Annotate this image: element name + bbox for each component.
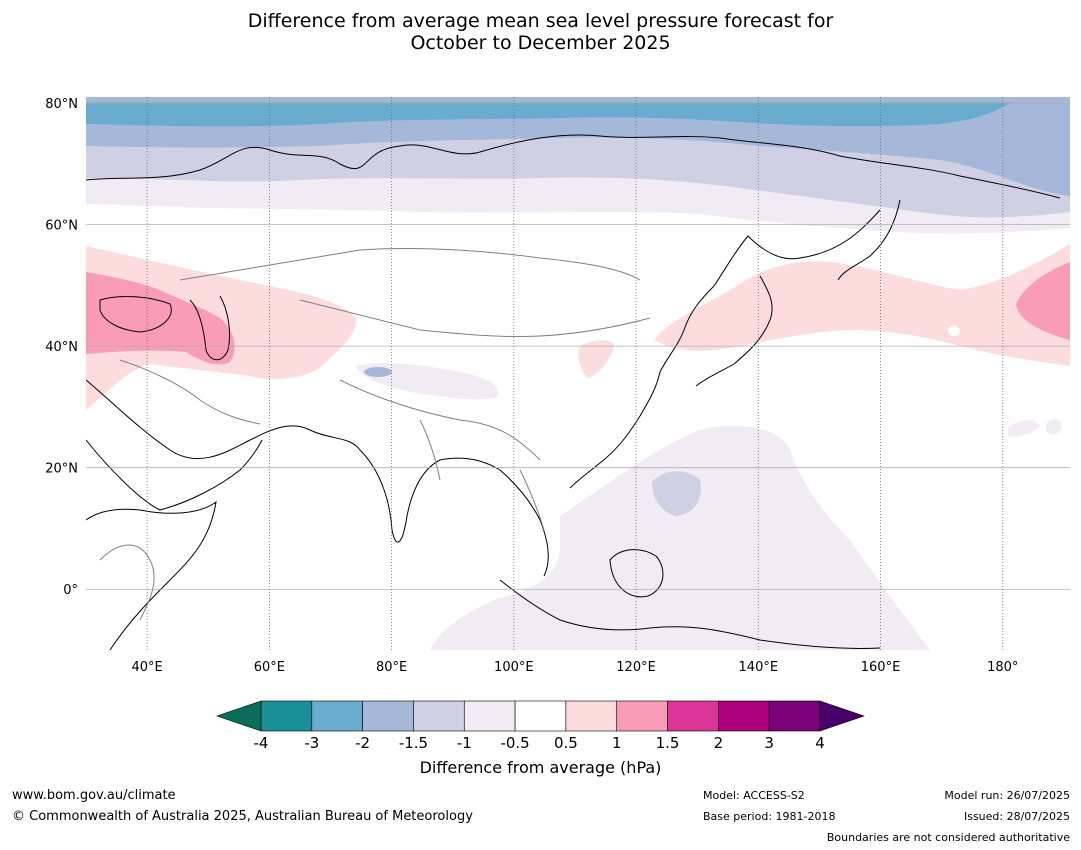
colorbar-swatch <box>514 700 567 732</box>
coastline-borneo <box>609 549 664 598</box>
colorbar-swatch <box>260 700 313 732</box>
coastline-kamchatka <box>837 199 901 281</box>
colorbar-tick: -1 <box>457 734 472 752</box>
colorbar-swatch <box>311 700 363 732</box>
anomaly-north-pacific-plus-1 <box>1016 262 1070 340</box>
latitude-labels: 80°N 60°N 40°N 20°N 0° <box>45 97 78 598</box>
border-central-asia <box>179 247 641 281</box>
colorbar-tick: -0.5 <box>500 734 529 752</box>
anomaly-arctic-band-minus-2 <box>86 97 1020 127</box>
colorbar-tick: 0.5 <box>554 734 578 752</box>
coastline-black-sea <box>99 296 172 333</box>
anomaly-tibet-minus-1-5 <box>364 367 392 377</box>
lon-label: 180° <box>987 660 1018 675</box>
colorbar-swatch <box>565 700 618 732</box>
colorbar-extend-high <box>819 700 865 732</box>
colorbar-swatches <box>216 700 865 732</box>
lon-label: 120°E <box>616 660 656 675</box>
lat-label: 20°N <box>45 462 78 477</box>
border-middle-east <box>119 359 261 425</box>
coastline-middle-east-india <box>86 379 549 577</box>
lon-label: 80°E <box>376 660 407 675</box>
border-south-asia <box>419 419 441 481</box>
border-himalaya <box>339 379 541 461</box>
coastline-arabia <box>86 439 263 511</box>
colorbar-tick: -3 <box>304 734 319 752</box>
forecast-map: 80°N 60°N 40°N 20°N 0° 40°E 60°E 80°E 100°E 120°… <box>45 97 1070 675</box>
colorbar-swatch <box>413 700 465 732</box>
anomaly-philippines-minus-1 <box>652 471 701 516</box>
colorbar-swatch <box>667 700 719 732</box>
colorbar-label: Difference from average (hPa) <box>419 758 662 777</box>
colorbar-swatch <box>463 700 516 732</box>
lon-label: 60°E <box>254 660 285 675</box>
title-line-2: October to December 2025 <box>410 32 671 54</box>
site-url: www.bom.gov.au/climate <box>12 788 176 803</box>
coastline-indonesia <box>499 579 881 650</box>
chart-title: Difference from average mean sea level p… <box>0 10 1081 54</box>
model-run-date: Model run: 26/07/2025 <box>944 789 1070 802</box>
coastline-caspian <box>189 295 231 361</box>
anomaly-caspian-plus-1 <box>86 272 235 365</box>
colorbar-tick: -2 <box>355 734 370 752</box>
boundaries-disclaimer: Boundaries are not considered authoritat… <box>826 831 1070 844</box>
title-line-1: Difference from average mean sea level p… <box>247 10 834 32</box>
colorbar-tick: 2 <box>714 734 724 752</box>
model-name: Model: ACCESS-S2 <box>703 789 805 802</box>
anomaly-hole <box>948 326 960 336</box>
colorbar-tick: 1 <box>612 734 622 752</box>
border-east-africa <box>99 544 155 621</box>
colorbar-tick-labels: -4 -3 -2 -1.5 -1 -0.5 0.5 1 1.5 2 3 4 <box>254 734 825 752</box>
border-china-north <box>299 299 651 338</box>
colorbar-swatch <box>362 700 414 732</box>
copyright-notice: © Commonwealth of Australia 2025, Austra… <box>12 809 473 824</box>
lat-label: 60°N <box>45 219 78 234</box>
colorbar-swatch <box>616 700 668 732</box>
latitude-gridlines <box>86 102 1070 590</box>
anomaly-yellow-sea-plus-0-5 <box>578 340 614 378</box>
colorbar-swatch <box>768 700 821 732</box>
colorbar-tick: -1.5 <box>399 734 428 752</box>
lat-label: 80°N <box>45 97 78 112</box>
lon-label: 40°E <box>131 660 162 675</box>
issued-date: Issued: 28/07/2025 <box>963 810 1070 823</box>
longitude-labels: 40°E 60°E 80°E 100°E 120°E 140°E 160°E 180° <box>131 660 1018 675</box>
coastline-pacific-east-asia <box>569 209 881 489</box>
colorbar-tick: 1.5 <box>656 734 680 752</box>
coastline-arctic-eurasia <box>86 134 1061 199</box>
lon-label: 140°E <box>739 660 779 675</box>
colorbar-tick: 3 <box>764 734 774 752</box>
lon-label: 160°E <box>861 660 901 675</box>
lat-label: 0° <box>63 583 78 598</box>
longitude-gridlines <box>146 97 1004 650</box>
colorbar-swatch <box>718 700 770 732</box>
country-borders <box>99 247 651 621</box>
border-southeast-asia <box>519 469 545 531</box>
colorbar-extend-low <box>216 700 262 732</box>
lon-label: 100°E <box>494 660 534 675</box>
colorbar-tick: 4 <box>815 734 825 752</box>
pressure-anomaly-fields <box>86 97 1070 650</box>
anomaly-pacific-small-2 <box>1046 419 1062 435</box>
base-period: Base period: 1981-2018 <box>703 810 836 823</box>
anomaly-west-pacific-minus-0-5 <box>430 425 930 650</box>
anomaly-pacific-small-minus-0-5 <box>1008 420 1040 437</box>
anomaly-arctic-top-edge <box>86 97 1070 102</box>
coastline-japan <box>695 275 773 387</box>
lat-label: 40°N <box>45 340 78 355</box>
colorbar-tick: -4 <box>254 734 269 752</box>
